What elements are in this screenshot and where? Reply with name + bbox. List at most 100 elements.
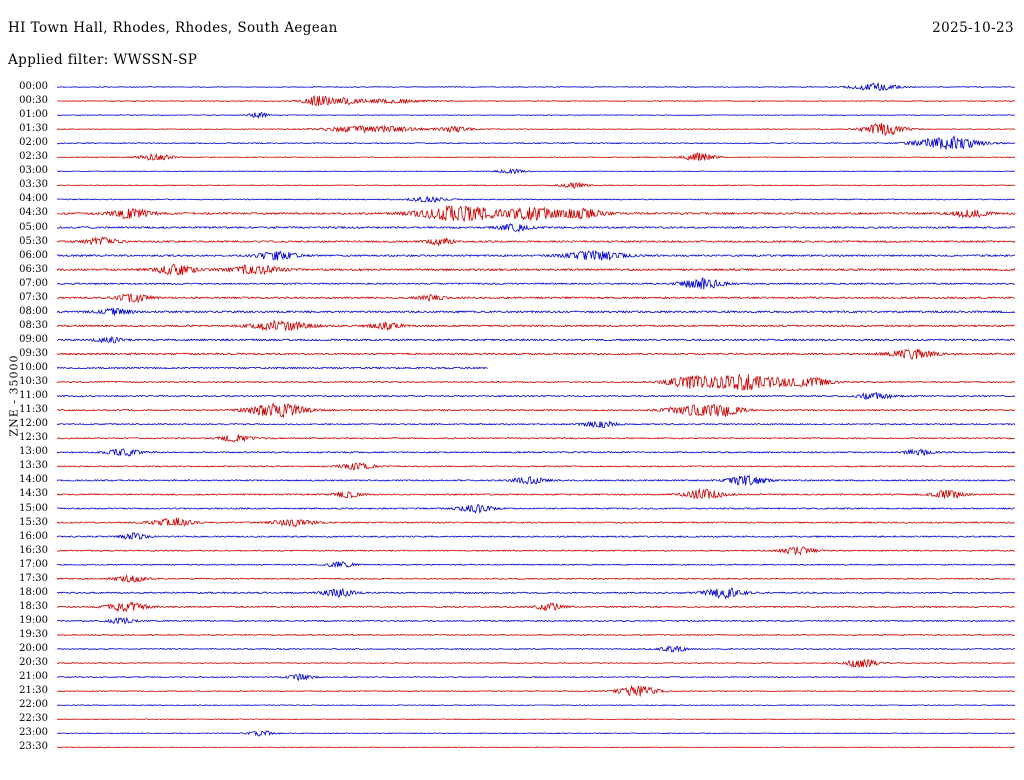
trace-line: [56, 181, 1016, 189]
trace-line: [56, 420, 1016, 429]
trace-line: [56, 335, 1016, 344]
time-tick-label: 23:00: [19, 727, 48, 739]
time-tick-label: 10:00: [19, 362, 48, 373]
trace-line: [56, 587, 1016, 600]
time-tick-label: 23:30: [19, 741, 48, 753]
time-tick-label: 13:30: [19, 460, 48, 472]
time-tick-label: 21:30: [19, 685, 48, 697]
trace-line: [56, 373, 1016, 391]
time-tick-label: 14:30: [19, 488, 48, 500]
trace-line: [56, 448, 1016, 457]
time-tick-label: 04:00: [19, 193, 48, 205]
time-tick-label: 05:00: [19, 221, 48, 233]
time-tick-label: 19:00: [19, 614, 48, 626]
trace-line: [56, 319, 1016, 332]
time-tick-label: 15:00: [19, 502, 48, 514]
trace-line: [56, 673, 1016, 682]
trace-line: [56, 546, 1016, 556]
time-tick-label: 02:30: [19, 151, 48, 163]
trace-line: [57, 718, 1016, 721]
time-tick-label: 13:00: [19, 446, 48, 458]
trace-line: [56, 205, 1016, 222]
trace-line: [56, 81, 1016, 92]
trace-line: [56, 223, 1016, 233]
trace-line: [57, 135, 1016, 150]
trace-line: [56, 487, 1016, 500]
trace-line: [56, 402, 1016, 419]
trace-line: [56, 249, 1016, 262]
trace-line: [56, 746, 1016, 749]
page-title: HI Town Hall, Rhodes, Rhodes, South Aege…: [8, 20, 338, 36]
trace-line: [56, 504, 1016, 514]
time-tick-label: 16:00: [19, 530, 48, 542]
time-tick-label: 12:30: [19, 432, 48, 444]
trace-line: [56, 307, 1016, 316]
time-tick-label: 08:30: [19, 319, 48, 331]
trace-line: [56, 111, 1016, 120]
time-tick-label: 12:00: [19, 418, 48, 430]
time-tick-label: 09:00: [19, 333, 48, 345]
time-tick-label: 00:00: [19, 81, 48, 92]
helicorder-traces: [56, 81, 1016, 749]
time-tick-label: 20:00: [19, 643, 48, 654]
time-tick-label: 07:30: [19, 291, 48, 303]
time-tick-label: 19:30: [19, 628, 48, 640]
time-tick-label: 07:00: [19, 277, 48, 289]
time-tick-label: 16:30: [19, 544, 48, 556]
trace-line: [57, 462, 1015, 471]
trace-line: [56, 561, 1016, 569]
time-tick-label: 10:30: [19, 376, 48, 388]
time-tick-label: 17:30: [19, 572, 48, 584]
trace-line: [56, 574, 1016, 583]
trace-line: [56, 348, 1016, 360]
time-tick-label: 00:30: [19, 95, 48, 107]
trace-line: [56, 684, 1015, 697]
time-tick-label: 22:30: [19, 713, 48, 725]
time-tick-label: 17:00: [19, 558, 48, 570]
trace-line: [56, 658, 1016, 668]
time-tick-label: 08:00: [19, 305, 48, 317]
time-tick-label: 01:00: [19, 109, 48, 121]
trace-line: [56, 167, 1016, 175]
time-tick-label: 15:30: [19, 516, 48, 528]
trace-line: [57, 730, 1016, 737]
time-tick-label: 03:00: [19, 165, 48, 177]
time-tick-label: 14:00: [19, 474, 48, 486]
time-tick-label: 02:00: [19, 137, 48, 149]
time-tick-label: 06:30: [19, 263, 48, 275]
page-date: 2025-10-23: [932, 20, 1014, 36]
trace-line: [56, 645, 1016, 653]
time-tick-label: 20:30: [19, 657, 48, 669]
trace-line: [56, 474, 1016, 486]
time-tick-label: 22:00: [19, 699, 48, 711]
applied-filter-label: Applied filter: WWSSN-SP: [8, 52, 198, 68]
time-tick-label: 04:30: [19, 207, 48, 219]
trace-line: [56, 236, 1016, 247]
trace-line: [56, 277, 1016, 290]
trace-line: [56, 196, 1016, 203]
time-tick-label: 06:00: [19, 249, 48, 261]
time-tick-label: 03:30: [19, 179, 48, 191]
trace-line: [56, 434, 1016, 443]
trace-line: [56, 633, 1016, 636]
trace-line: [56, 263, 1016, 276]
trace-line: [57, 94, 1016, 107]
time-tick-label: 05:30: [19, 235, 48, 247]
trace-line: [56, 517, 1016, 528]
trace-line: [56, 601, 1016, 613]
time-tick-label: 18:00: [19, 586, 48, 598]
trace-line: [56, 152, 1015, 161]
time-tick-label: 09:30: [19, 347, 48, 359]
time-tick-label: 18:30: [19, 600, 48, 612]
trace-line: [56, 366, 488, 370]
trace-line: [56, 616, 1016, 625]
helicorder-plot: 00:00 00:30 01:00 01:30 02:00 02:30 03:00 03:30…: [0, 78, 1024, 776]
trace-line: [56, 122, 1015, 137]
time-tick-label: 21:00: [19, 671, 48, 683]
trace-line: [56, 391, 1016, 400]
time-tick-label: 11:30: [19, 404, 48, 416]
trace-line: [56, 704, 1016, 707]
trace-line: [56, 292, 1016, 303]
time-tick-label: 01:30: [19, 123, 48, 135]
